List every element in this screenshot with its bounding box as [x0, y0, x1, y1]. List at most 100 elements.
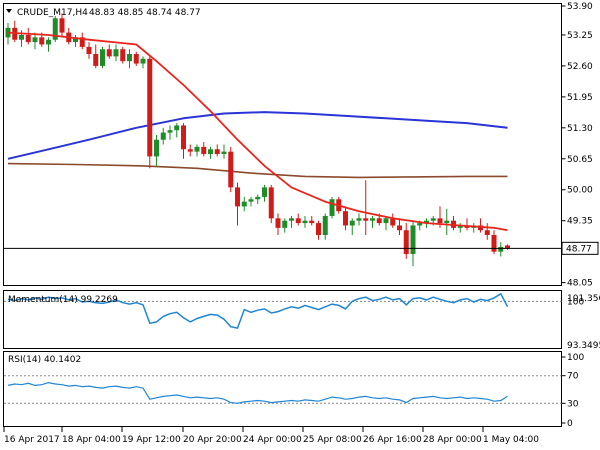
candle-bull: [174, 125, 180, 131]
candle-bear: [181, 125, 186, 150]
candle-bear: [505, 245, 510, 249]
sma-fast-layer: [7, 31, 508, 232]
candle-bull: [262, 187, 267, 197]
candle-bull: [498, 246, 504, 252]
momentum-label: Momentum(14) 99.2269: [8, 295, 118, 305]
x-tick-label: 26 Apr 16:00: [363, 435, 422, 445]
candle-bull: [19, 34, 24, 40]
main-y-axis: 53.90 53.25 52.60 51.95 51.30 50.65 50.00 49.35…: [561, 2, 593, 289]
candle-bear: [478, 225, 483, 231]
candle-bull: [73, 37, 78, 43]
candle-bear: [201, 146, 207, 155]
candle-bear: [437, 218, 443, 224]
x-tick-label: 20 Apr 20:00: [183, 435, 242, 445]
candle-bull: [282, 220, 288, 228]
candle-bull: [383, 218, 389, 224]
current-price-layer: 48.77: [4, 241, 599, 255]
y-tick-label: 50.00: [567, 186, 593, 196]
candle-bear: [316, 223, 321, 235]
rsi-tick-label: 30: [567, 399, 579, 409]
rsi-line: [7, 381, 508, 404]
y-tick-label: 53.90: [567, 2, 593, 12]
y-tick-label: 51.95: [567, 93, 593, 103]
rsi-tick-label: 0: [567, 419, 573, 429]
candle-bull: [208, 149, 213, 155]
candle-bull: [127, 54, 132, 62]
momentum-tick-label: 101.3569: [567, 294, 600, 304]
candle-bull: [255, 196, 261, 200]
momentum-tick-label: 100: [567, 297, 584, 307]
candle-bear: [397, 225, 402, 231]
candle-bull: [140, 58, 146, 64]
candle-bull: [457, 225, 463, 228]
rsi-tick-label: 100: [567, 353, 584, 363]
candle-bull: [241, 201, 247, 207]
candle-bull: [417, 223, 423, 226]
sma-fast-line: [7, 31, 508, 232]
rsi-label: RSI(14) 40.1402: [8, 355, 81, 365]
candle-bear: [147, 58, 153, 157]
candle-bear: [79, 37, 85, 47]
momentum-layer: 101.3569100 93.3495: [4, 292, 600, 351]
candle-bull: [167, 130, 173, 133]
candle-bear: [59, 18, 65, 33]
candle-bear: [93, 54, 99, 66]
candle-bear: [228, 151, 234, 188]
y-tick-label: 49.35: [567, 217, 593, 227]
candle-bear: [25, 34, 31, 43]
candle-bear: [491, 234, 497, 252]
x-tick-label: 25 Apr 08:00: [303, 435, 362, 445]
candle-bull: [5, 27, 11, 38]
candle-bear: [295, 218, 301, 224]
rsi-tick-label: 70: [567, 372, 579, 382]
candle-bull: [302, 220, 308, 224]
candle-bull: [349, 220, 355, 226]
candle-bear: [275, 218, 281, 228]
candle-bull: [160, 132, 166, 140]
candle-bull: [410, 225, 416, 255]
rsi-panel-frame: [3, 351, 562, 427]
y-tick-label: 48.05: [567, 279, 593, 289]
candle-bear: [106, 49, 112, 57]
candle-bull: [52, 18, 58, 40]
candle-bull: [424, 220, 429, 224]
candle-bear: [39, 37, 45, 45]
sma-mid-layer: [7, 111, 508, 160]
momentum-tick-label: 93.3495: [567, 341, 600, 351]
candle-bull: [430, 218, 436, 221]
candle-bull: [46, 39, 51, 45]
candle-bear: [363, 218, 369, 221]
ohlc-label: 48.83 48.85 48.74 48.77: [89, 8, 201, 18]
candle-bull: [444, 220, 450, 224]
candle-bull: [289, 218, 294, 221]
candle-bear: [214, 149, 220, 155]
candle-bear: [484, 230, 490, 235]
y-tick-label: 53.25: [567, 31, 593, 41]
current-price-box: [561, 241, 599, 255]
x-tick-label: 16 Apr 2017: [4, 435, 60, 445]
candle-bear: [390, 218, 396, 226]
candle-bear: [403, 230, 409, 255]
x-tick-label: 1 May 04:00: [483, 435, 539, 445]
candle-bull: [32, 37, 38, 43]
candle-bear: [268, 187, 274, 219]
momentum-line: [7, 292, 509, 329]
symbol-label: CRUDE_M17,H4: [17, 8, 88, 18]
y-tick-label: 52.60: [567, 62, 593, 72]
candle-bear: [235, 187, 240, 207]
x-tick-label: 19 Apr 12:00: [122, 435, 181, 445]
main-panel-frame: [3, 3, 562, 286]
rsi-layer: 100 70 30 0: [4, 353, 584, 429]
y-tick-label: 50.65: [567, 155, 593, 165]
candle-bull: [356, 218, 362, 221]
candle-bull: [322, 215, 328, 235]
candle-bull: [248, 199, 254, 202]
candle-bear: [133, 54, 139, 64]
candle-bear: [376, 218, 382, 224]
dropdown-triangle-icon[interactable]: [6, 9, 12, 13]
candle-bear: [120, 49, 126, 62]
x-tick-label: 18 Apr 04:00: [62, 435, 121, 445]
candle-bull: [100, 49, 105, 66]
x-axis: 16 Apr 2017 18 Apr 04:00 19 Apr 12:00 20 Ap…: [3, 427, 539, 445]
